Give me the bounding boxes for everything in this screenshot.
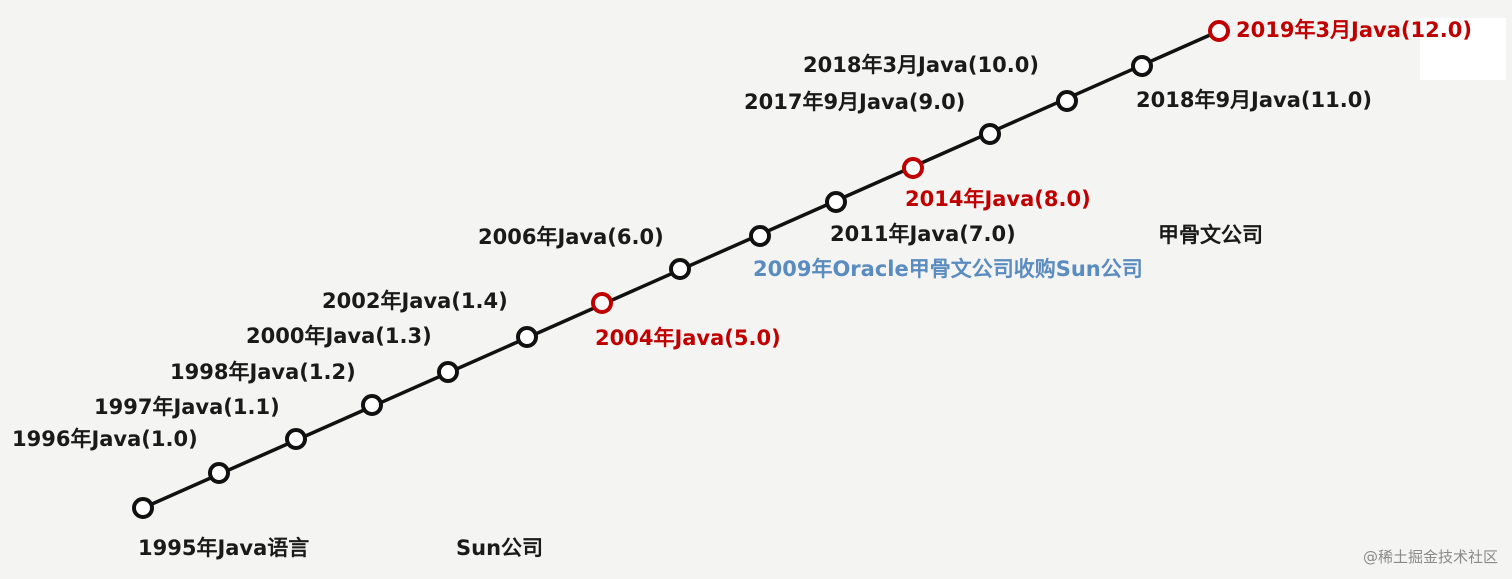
node-2019 xyxy=(1208,20,1230,42)
node-2006 xyxy=(669,258,691,280)
label-1995: 1995年Java语言 xyxy=(138,536,310,560)
label-2018-march: 2018年3月Java(10.0) xyxy=(803,53,1039,77)
node-1997 xyxy=(285,428,307,450)
label-2000: 2000年Java(1.3) xyxy=(246,324,432,348)
node-2011 xyxy=(825,191,847,213)
label-2006: 2006年Java(6.0) xyxy=(478,225,664,249)
label-2011: 2011年Java(7.0) xyxy=(830,222,1016,246)
label-1996: 1996年Java(1.0) xyxy=(12,427,198,451)
node-1998 xyxy=(361,394,383,416)
node-1996 xyxy=(208,462,230,484)
node-1995 xyxy=(132,497,154,519)
white-patch xyxy=(1420,18,1506,80)
label-2017: 2017年9月Java(9.0) xyxy=(744,90,966,114)
node-2002 xyxy=(516,326,538,348)
label-2018-september: 2018年9月Java(11.0) xyxy=(1136,88,1372,112)
node-2018-03 xyxy=(1131,55,1153,77)
node-2018-09 xyxy=(1056,90,1078,112)
node-2017 xyxy=(979,123,1001,145)
label-2019: 2019年3月Java(12.0) xyxy=(1236,18,1472,42)
label-2002: 2002年Java(1.4) xyxy=(322,289,508,313)
label-2009-acquisition: 2009年Oracle甲骨文公司收购Sun公司 xyxy=(753,257,1143,281)
label-1998: 1998年Java(1.2) xyxy=(170,360,356,384)
label-2004: 2004年Java(5.0) xyxy=(595,326,781,350)
node-2009 xyxy=(749,225,771,247)
node-2000 xyxy=(437,361,459,383)
era-label-sun: Sun公司 xyxy=(456,536,544,560)
timeline-nodes xyxy=(132,20,1230,519)
watermark: @稀土掘金技术社区 xyxy=(1362,548,1498,566)
label-2014: 2014年Java(8.0) xyxy=(905,187,1091,211)
label-1997: 1997年Java(1.1) xyxy=(94,395,280,419)
node-2014 xyxy=(902,157,924,179)
node-2004 xyxy=(591,292,613,314)
era-label-oracle: 甲骨文公司 xyxy=(1158,223,1263,247)
